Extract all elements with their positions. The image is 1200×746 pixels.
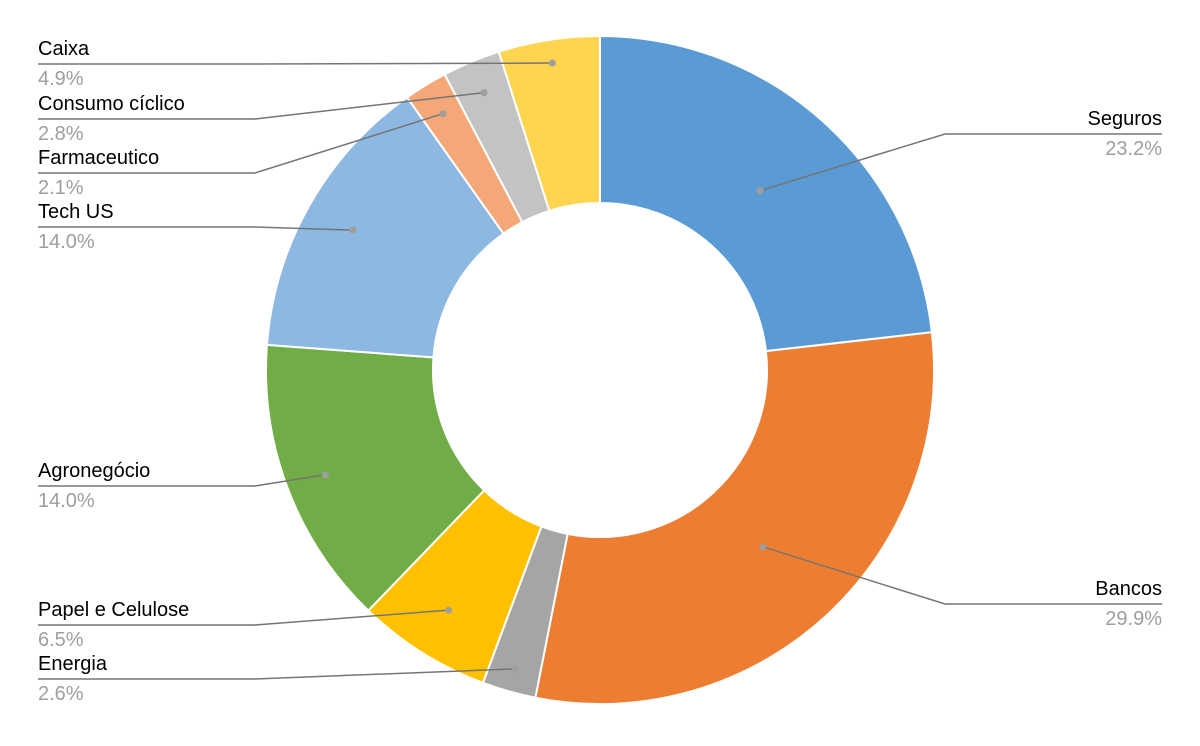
label-name-tech-us: Tech US [38, 201, 114, 223]
leader-dot-energia [511, 665, 519, 673]
leader-dot-farmaceutico [439, 110, 447, 118]
label-name-papel-e-celulose: Papel e Celulose [38, 599, 189, 621]
slice-bancos [534, 331, 935, 705]
slice-seguros [599, 34, 933, 353]
leader-line-papel-e-celulose [38, 609, 449, 626]
leader-dot-bancos [759, 543, 767, 551]
label-percent-seguros: 23.2% [1105, 138, 1162, 160]
label-percent-farmaceutico: 2.1% [38, 177, 84, 199]
label-name-energia: Energia [38, 653, 108, 675]
label-percent-consumo-ciclico: 2.8% [38, 123, 84, 145]
label-percent-energia: 2.6% [38, 683, 84, 705]
leader-line-consumo-ciclico [38, 91, 485, 120]
label-name-agronegocio: Agronegócio [38, 460, 150, 482]
leader-dot-agronegocio [321, 471, 329, 479]
leader-line-tech-us [38, 226, 353, 231]
slice-tech-us [265, 95, 505, 359]
label-name-farmaceutico: Farmaceutico [38, 147, 159, 169]
leader-lines-layer [38, 59, 1162, 680]
leader-dot-seguros [756, 187, 764, 195]
leader-line-energia [38, 668, 516, 680]
label-percent-bancos: 29.9% [1105, 608, 1162, 630]
label-percent-caixa: 4.9% [38, 68, 84, 90]
leader-line-bancos [762, 546, 1162, 605]
label-percent-tech-us: 14.0% [38, 231, 95, 253]
leader-line-agronegocio [38, 474, 326, 487]
label-name-consumo-ciclico: Consumo cíclico [38, 93, 185, 115]
label-name-caixa: Caixa [38, 38, 90, 60]
slice-caixa [497, 34, 601, 213]
leader-line-seguros [759, 133, 1162, 192]
slice-agronegocio [265, 343, 486, 612]
leader-dot-caixa [548, 59, 556, 67]
leader-dot-tech-us [349, 226, 357, 234]
label-name-seguros: Seguros [1088, 108, 1163, 130]
label-percent-agronegocio: 14.0% [38, 490, 95, 512]
labels-layer: Seguros 23.2% Bancos 29.9% Energia 2.6% Papel … [38, 38, 1162, 705]
leader-dot-papel-e-celulose [445, 606, 453, 614]
label-name-bancos: Bancos [1095, 578, 1162, 600]
leader-line-caixa [38, 62, 553, 65]
leader-line-farmaceutico [38, 112, 444, 174]
label-percent-papel-e-celulose: 6.5% [38, 629, 84, 651]
slices-layer [265, 34, 935, 705]
leader-dot-consumo-ciclico [480, 89, 488, 97]
